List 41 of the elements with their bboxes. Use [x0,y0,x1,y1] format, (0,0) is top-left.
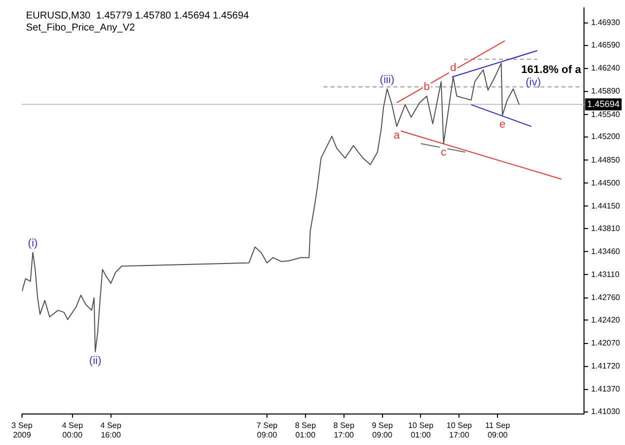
annotation: a [394,129,401,142]
x-tick-label: 8 Sep 17:00 [333,420,355,440]
y-tick-label: 1.44850 [591,155,621,164]
x-tick-label: 8 Sep 01:00 [294,420,316,440]
y-tick-label: 1.42070 [591,338,621,348]
annotation: b [424,81,430,94]
y-tick-label: 1.42760 [591,293,621,302]
y-tick-label: 1.45890 [591,86,621,96]
x-tick-label: 4 Sep 00:00 [62,420,84,440]
x-tick-label: 11 Sep 09:00 [485,420,511,440]
y-tick-label: 1.41720 [591,362,621,371]
y-tick-label: 1.43460 [591,246,621,256]
annotation: d [450,62,456,74]
y-tick-label: 1.46930 [591,18,621,28]
x-tick-label: 9 Sep 09:00 [372,420,394,440]
annotation: c [440,146,447,159]
x-tick-label: 10 Sep 17:00 [446,420,472,440]
annotation: (iii) [380,74,394,86]
y-tick-label: 1.46240 [591,64,621,73]
x-tick-label: 7 Sep 09:00 [256,420,278,440]
ref-line-label: 1.45694 [587,98,620,109]
annotation: e [499,118,506,130]
x-tick-label: 3 Sep 2009 [12,420,34,440]
y-tick-label: 1.45540 [591,110,621,119]
y-tick-label: 1.45200 [591,132,621,142]
y-tick-label: 1.43810 [591,224,621,233]
text: Set_Fibo_Price_Any_V2 [26,22,136,34]
x-tick-label: 4 Sep 16:00 [100,420,122,440]
x-tick-label: 10 Sep 01:00 [408,420,434,440]
y-tick-label: 1.44500 [591,178,621,188]
y-tick-label: 1.43110 [591,270,620,279]
chart-title: EURUSD,M30 1.45779 1.45780 1.45694 1.45694 [26,10,250,22]
y-tick-label: 1.44150 [591,201,621,210]
y-tick-label: 1.41370 [591,384,621,394]
annotation: (ii) [89,354,102,367]
y-tick-label: 1.42420 [591,315,621,324]
y-tick-label: 1.41030 [591,407,621,416]
annotation: (iv) [526,76,541,89]
annotation: (i) [28,237,38,250]
annotation: 161.8% of a [521,64,582,76]
y-tick-label: 1.46590 [591,40,621,50]
